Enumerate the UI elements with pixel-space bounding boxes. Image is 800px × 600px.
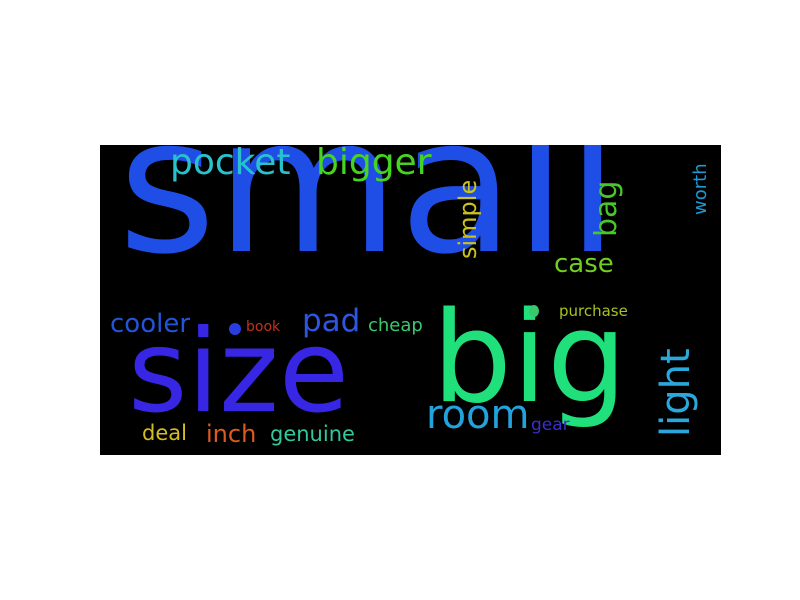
word-pocket: pocket xyxy=(170,145,291,183)
word-deal: deal xyxy=(142,421,187,445)
word-purchase: purchase xyxy=(559,302,628,320)
word-case: case xyxy=(554,249,614,279)
word-bigger: bigger xyxy=(316,145,432,183)
word-big: big xyxy=(432,284,627,431)
word-pad: pad xyxy=(302,303,361,339)
word-light: light xyxy=(653,348,699,437)
word-cooler: cooler xyxy=(110,309,191,339)
word-bag: bag xyxy=(589,180,624,237)
word-cheap: cheap xyxy=(368,315,423,336)
word-worth: worth xyxy=(690,163,711,215)
word-small: small xyxy=(118,145,619,296)
word-genuine: genuine xyxy=(270,422,355,446)
word-inch: inch xyxy=(206,420,257,448)
word-book: book xyxy=(246,319,281,335)
word-room: room xyxy=(426,392,530,438)
word-gear: gear xyxy=(531,415,570,435)
word-simple: simple xyxy=(454,179,482,259)
word-cloud: small size big pocket bigger simple bag … xyxy=(100,145,721,455)
dot-mark xyxy=(529,305,539,317)
dot-mark xyxy=(229,323,241,335)
